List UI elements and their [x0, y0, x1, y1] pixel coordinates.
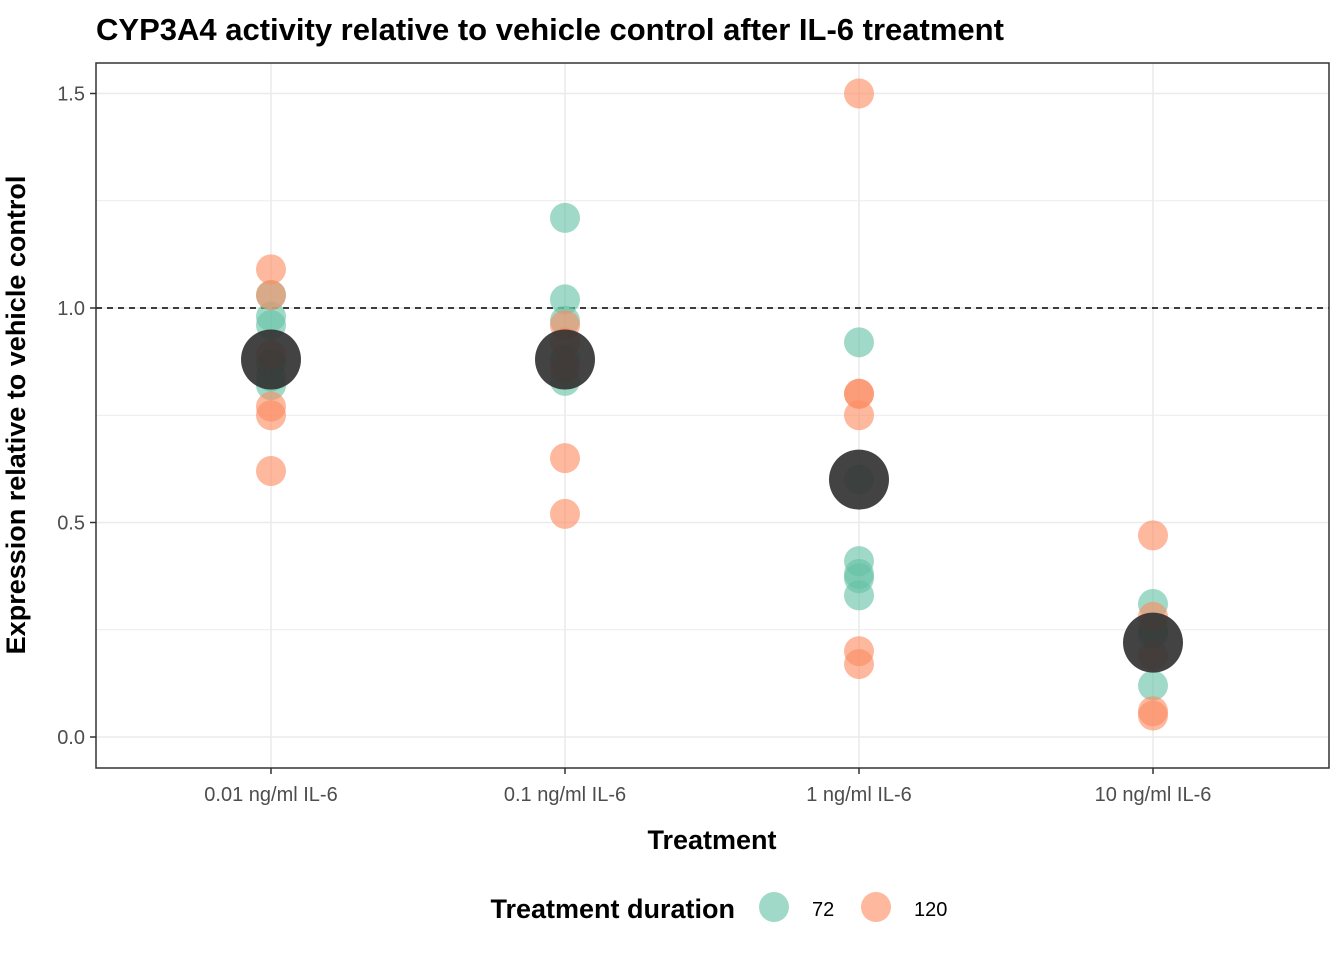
x-tick-label: 0.1 ng/ml IL-6	[504, 784, 626, 806]
data-point	[550, 202, 580, 233]
legend-label: 72	[812, 899, 834, 921]
legend-title: Treatment duration	[490, 894, 735, 924]
data-point	[1138, 700, 1168, 731]
legend: Treatment duration 72 120	[490, 892, 947, 924]
y-axis-title: Expression relative to vehicle control	[1, 176, 31, 655]
data-point	[844, 327, 874, 358]
mean-points	[241, 329, 1183, 673]
mean-point	[829, 449, 889, 510]
data-points	[256, 78, 1168, 731]
legend-swatch	[861, 892, 891, 922]
data-point	[256, 400, 286, 431]
data-point	[550, 498, 580, 529]
data-point	[1138, 520, 1168, 551]
data-point	[550, 443, 580, 474]
x-tick-label: 10 ng/ml IL-6	[1095, 784, 1212, 806]
data-point	[256, 280, 286, 311]
data-point	[256, 254, 286, 285]
legend-label: 120	[914, 899, 947, 921]
mean-point	[241, 329, 301, 390]
x-axis: 0.01 ng/ml IL-6 0.1 ng/ml IL-6 1 ng/ml IL-…	[204, 768, 1211, 806]
y-tick-label: 1.0	[57, 298, 85, 320]
data-point	[844, 649, 874, 680]
x-tick-label: 0.01 ng/ml IL-6	[204, 784, 337, 806]
mean-point	[535, 329, 595, 390]
y-axis: 0.0 0.5 1.0 1.5	[57, 84, 96, 749]
data-point	[550, 284, 580, 315]
y-tick-label: 0.5	[57, 513, 85, 535]
legend-swatch	[759, 892, 789, 922]
legend-entries: 72 120	[759, 892, 947, 922]
mean-point	[1123, 612, 1183, 673]
data-point	[844, 378, 874, 409]
x-axis-title: Treatment	[647, 825, 776, 855]
plot-panel-border	[95, 62, 1330, 769]
data-point	[1138, 670, 1168, 701]
data-point	[256, 456, 286, 487]
y-tick-label: 1.5	[57, 84, 85, 106]
data-point	[844, 78, 874, 109]
y-tick-label: 0.0	[57, 727, 85, 749]
x-tick-label: 1 ng/ml IL-6	[806, 784, 912, 806]
data-point	[844, 580, 874, 611]
data-point	[844, 400, 874, 431]
chart-title: CYP3A4 activity relative to vehicle cont…	[96, 12, 1004, 47]
